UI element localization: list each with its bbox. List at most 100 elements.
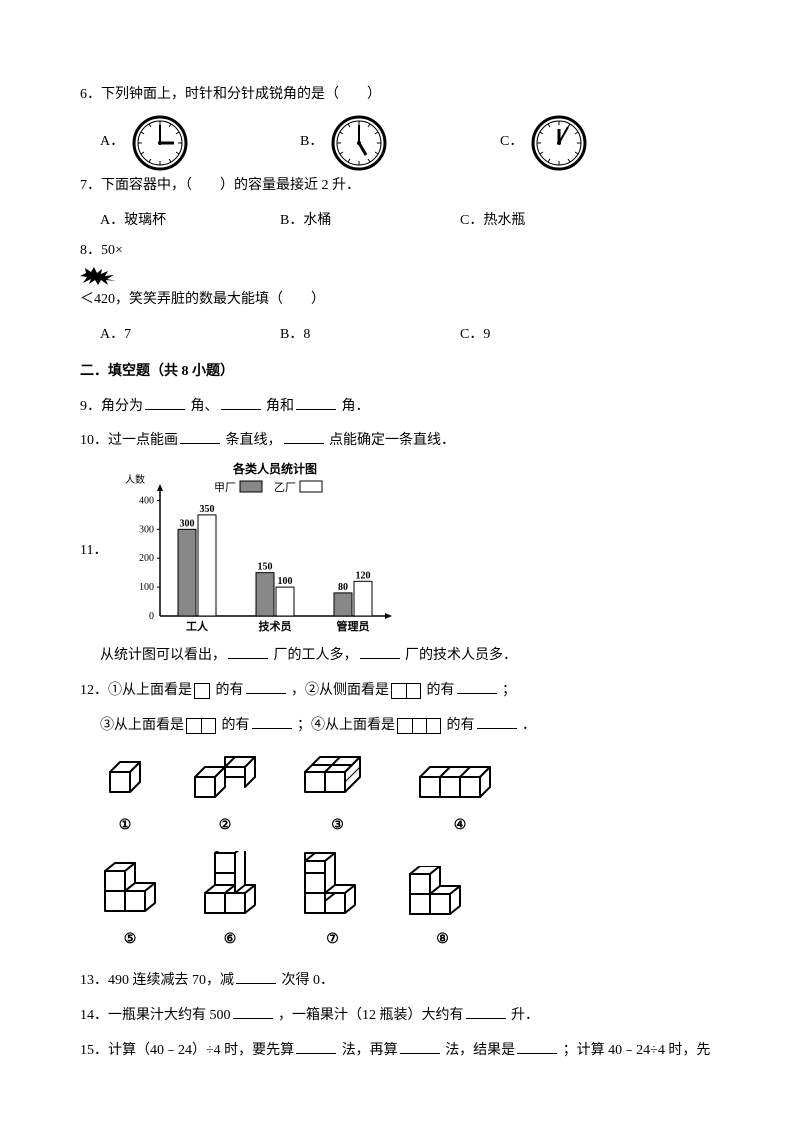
svg-text:80: 80 [338,582,348,593]
q6-options: A． B． [100,115,723,171]
cube-icon [300,851,365,921]
svg-text:0: 0 [149,611,154,622]
splat-icon [80,267,116,285]
q7-optC-label: C．热水瓶 [460,206,525,237]
blank[interactable] [296,395,336,410]
q12-t10: ． [522,718,536,733]
q11-num: 11． [80,536,107,567]
q15-t1: 15．计算（40﹣24）÷4 时，要先算 [80,1043,294,1058]
svg-text:甲厂: 甲厂 [214,482,236,494]
q12-t9: 的有 [447,718,475,733]
q6-text: 6．下列钟面上，时针和分针成锐角的是（ ） [80,87,381,102]
question-13: 13．490 连续减去 70，减 次得 0． [80,966,723,997]
question-14: 14．一瓶果汁大约有 500 ，一箱果汁（12 瓶装）大约有 升． [80,1001,723,1032]
blank[interactable] [284,429,324,444]
svg-text:150: 150 [258,562,273,573]
cubes-row-1: ① ② ③ ④ [100,752,723,842]
q8-optC-label: C．9 [460,320,490,351]
q7-optB-label: B．水桶 [280,206,331,237]
cube-label-6: ⑥ [200,925,260,956]
blank[interactable] [228,644,268,659]
blank[interactable] [246,679,286,694]
blank[interactable] [296,1039,336,1054]
svg-text:100: 100 [139,582,154,593]
cubes-row-2: ⑤ ⑥ ⑦ ⑧ [100,851,723,956]
cube-label-3: ③ [300,811,375,842]
q13-t1: 13．490 连续减去 70，减 [80,973,234,988]
cube-icon [405,866,480,921]
q8-option-b[interactable]: B．8 [280,320,460,351]
q15-t3: 法，结果是 [445,1043,515,1058]
square-2-icon [391,683,421,699]
q6-option-c[interactable]: C． [500,115,700,171]
cube-icon [100,757,150,807]
q7-option-b[interactable]: B．水桶 [280,206,460,237]
cube-label-2: ② [190,811,260,842]
cube-1: ① [100,757,150,842]
cube-8: ⑧ [405,866,480,956]
question-12-line2: ③从上面看是 的有 ；④从上面看是 的有 ． [100,711,723,742]
cube-2: ② [190,752,260,842]
cube-icon [100,861,160,921]
q9-t2: 角、 [191,399,219,414]
blank[interactable] [466,1004,506,1019]
blank[interactable] [400,1039,440,1054]
svg-text:300: 300 [139,525,154,536]
blank[interactable] [145,395,185,410]
square-2-icon [186,718,216,734]
q12-t4: 的有 [427,683,455,698]
q8-option-c[interactable]: C．9 [460,320,640,351]
q12-t6: ③从上面看是 [100,718,184,733]
svg-text:300: 300 [180,519,195,530]
svg-text:100: 100 [278,576,293,587]
cube-3: ③ [300,752,375,842]
question-12-line1: 12．①从上面看是 的有 ，②从侧面看是 的有 ； [80,676,723,707]
blank[interactable] [360,644,400,659]
blank[interactable] [457,679,497,694]
question-15: 15．计算（40﹣24）÷4 时，要先算 法，再算 法，结果是 ；计算 40﹣2… [80,1036,723,1067]
q7-option-c[interactable]: C．热水瓶 [460,206,640,237]
q7-text: 7．下面容器中，（ ）的容量最接近 2 升． [80,178,360,193]
q6-option-a[interactable]: A． [100,115,300,171]
q11-desc: 从统计图可以看出， 厂的工人多， 厂的技术人员多． [100,641,723,672]
q8-option-a[interactable]: A．7 [100,320,280,351]
question-9: 9．角分为 角、 角和 角． [80,392,723,423]
blank[interactable] [180,429,220,444]
svg-text:乙厂: 乙厂 [274,481,296,494]
q6-optA-label: A． [100,127,124,158]
svg-text:400: 400 [139,496,154,507]
q7-option-a[interactable]: A．玻璃杯 [100,206,280,237]
question-6: 6．下列钟面上，时针和分针成锐角的是（ ） [80,80,723,111]
blank[interactable] [233,1004,273,1019]
cube-icon [200,851,260,921]
q12-t3: ，②从侧面看是 [291,683,389,698]
q12-t1: 12．①从上面看是 [80,683,192,698]
blank[interactable] [477,714,517,729]
blank[interactable] [517,1039,557,1054]
svg-text:200: 200 [139,553,154,564]
q8-optB-label: B．8 [280,320,310,351]
svg-text:管理员: 管理员 [337,619,370,633]
blank[interactable] [252,714,292,729]
cube-icon [415,762,505,807]
q8-optA-label: A．7 [100,320,131,351]
cube-icon [300,752,375,807]
bar-chart: 各类人员统计图人数1002003004000甲厂乙厂300350工人150100… [115,461,395,641]
question-11: 11． 各类人员统计图人数1002003004000甲厂乙厂300350工人15… [80,461,723,641]
cube-label-8: ⑧ [405,925,480,956]
q12-t5: ； [502,683,516,698]
square-3-icon [397,718,441,734]
q11-d1: 从统计图可以看出， [100,648,226,663]
q11-chart-container: 各类人员统计图人数1002003004000甲厂乙厂300350工人150100… [115,461,395,641]
q10-t1: 10．过一点能画 [80,433,178,448]
blank[interactable] [236,969,276,984]
q13-t2: 次得 0． [282,973,335,988]
q12-t2: 的有 [216,683,244,698]
q6-option-b[interactable]: B． [300,115,500,171]
q12-t8: ；④从上面看是 [297,718,395,733]
blank[interactable] [221,395,261,410]
svg-text:120: 120 [356,571,371,582]
svg-text:人数: 人数 [125,473,145,486]
q9-t3: 角和 [266,399,294,414]
q14-t3: 升． [511,1008,539,1023]
